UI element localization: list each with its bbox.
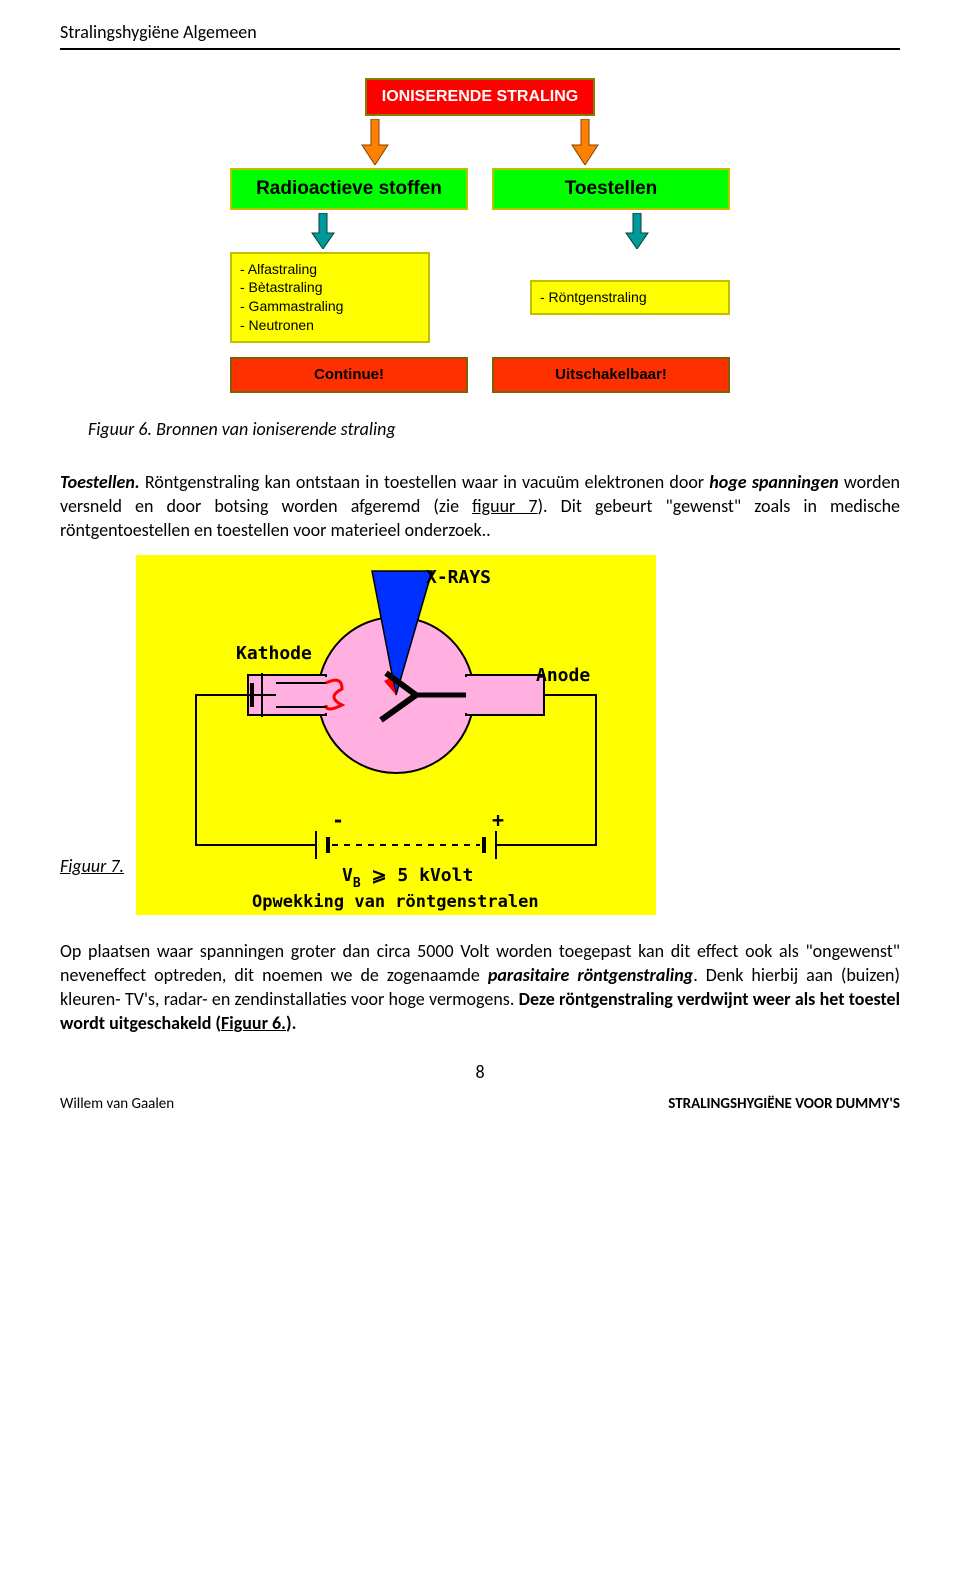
fig6-arrow-row-2 (230, 210, 730, 252)
arrow-down-icon (358, 119, 392, 165)
figure-7-diagram: X-RAYS Kathode Anode - + VB ⩾ 5 kVolt Op… (136, 555, 900, 915)
figure-ref: figuur 7 (472, 495, 537, 517)
paragraph-1: Toestellen. Röntgenstraling kan ontstaan… (60, 470, 900, 543)
arrow-down-icon (568, 119, 602, 165)
text-emph: parasitaire röntgenstraling (488, 964, 693, 986)
fig6-top-box: IONISERENDE STRALING (365, 78, 595, 116)
fig6-yellow-left: - Alfastraling - Bètastraling - Gammastr… (230, 252, 430, 344)
figure-7: Figuur 7. (60, 555, 900, 915)
list-item: - Gammastraling (240, 297, 420, 316)
text-emph: hoge spanningen (709, 471, 838, 493)
figure-7-label: Figuur 7. (60, 854, 124, 878)
arrow-down-icon (310, 213, 336, 249)
fig6-green-left: Radioactieve stoffen (230, 168, 468, 210)
footer-author: Willem van Gaalen (60, 1094, 174, 1114)
fig6-arrow-row-1 (230, 116, 730, 168)
page-header: Stralingshygiëne Algemeen (60, 20, 900, 44)
label-minus: - (332, 808, 344, 832)
para1-lead: Toestellen. (60, 471, 140, 493)
label-plus: + (492, 808, 504, 832)
page-footer: Willem van Gaalen STRALINGSHYGIËNE VOOR … (60, 1094, 900, 1114)
label-xrays: X-RAYS (426, 567, 491, 588)
page-number: 8 (60, 1060, 900, 1084)
paragraph-2: Op plaatsen waar spanningen groter dan c… (60, 939, 900, 1036)
figure-ref: Figuur 6. (221, 1012, 286, 1034)
figure-6-caption: Figuur 6. Bronnen van ioniserende strali… (88, 417, 900, 441)
label-anode: Anode (536, 665, 590, 686)
label-kathode: Kathode (236, 643, 312, 664)
list-item: - Alfastraling (240, 260, 420, 279)
arrow-down-icon (624, 213, 650, 249)
fig6-green-right: Toestellen (492, 168, 730, 210)
list-item: - Neutronen (240, 316, 420, 335)
figure-6: IONISERENDE STRALING Radioactieve stoffe… (60, 78, 900, 393)
footer-title: STRALINGSHYGIËNE VOOR DUMMY'S (668, 1094, 900, 1114)
list-item: - Bètastraling (240, 278, 420, 297)
fig6-red-left: Continue! (230, 357, 468, 393)
fig6-yellow-right: - Röntgenstraling (530, 280, 730, 315)
header-rule (60, 48, 900, 50)
figure-7-caption: Opwekking van röntgenstralen (252, 892, 539, 912)
fig6-red-right: Uitschakelbaar! (492, 357, 730, 393)
text: Röntgenstraling kan ontstaan in toestell… (140, 471, 710, 493)
text-bold: ). (286, 1012, 296, 1034)
